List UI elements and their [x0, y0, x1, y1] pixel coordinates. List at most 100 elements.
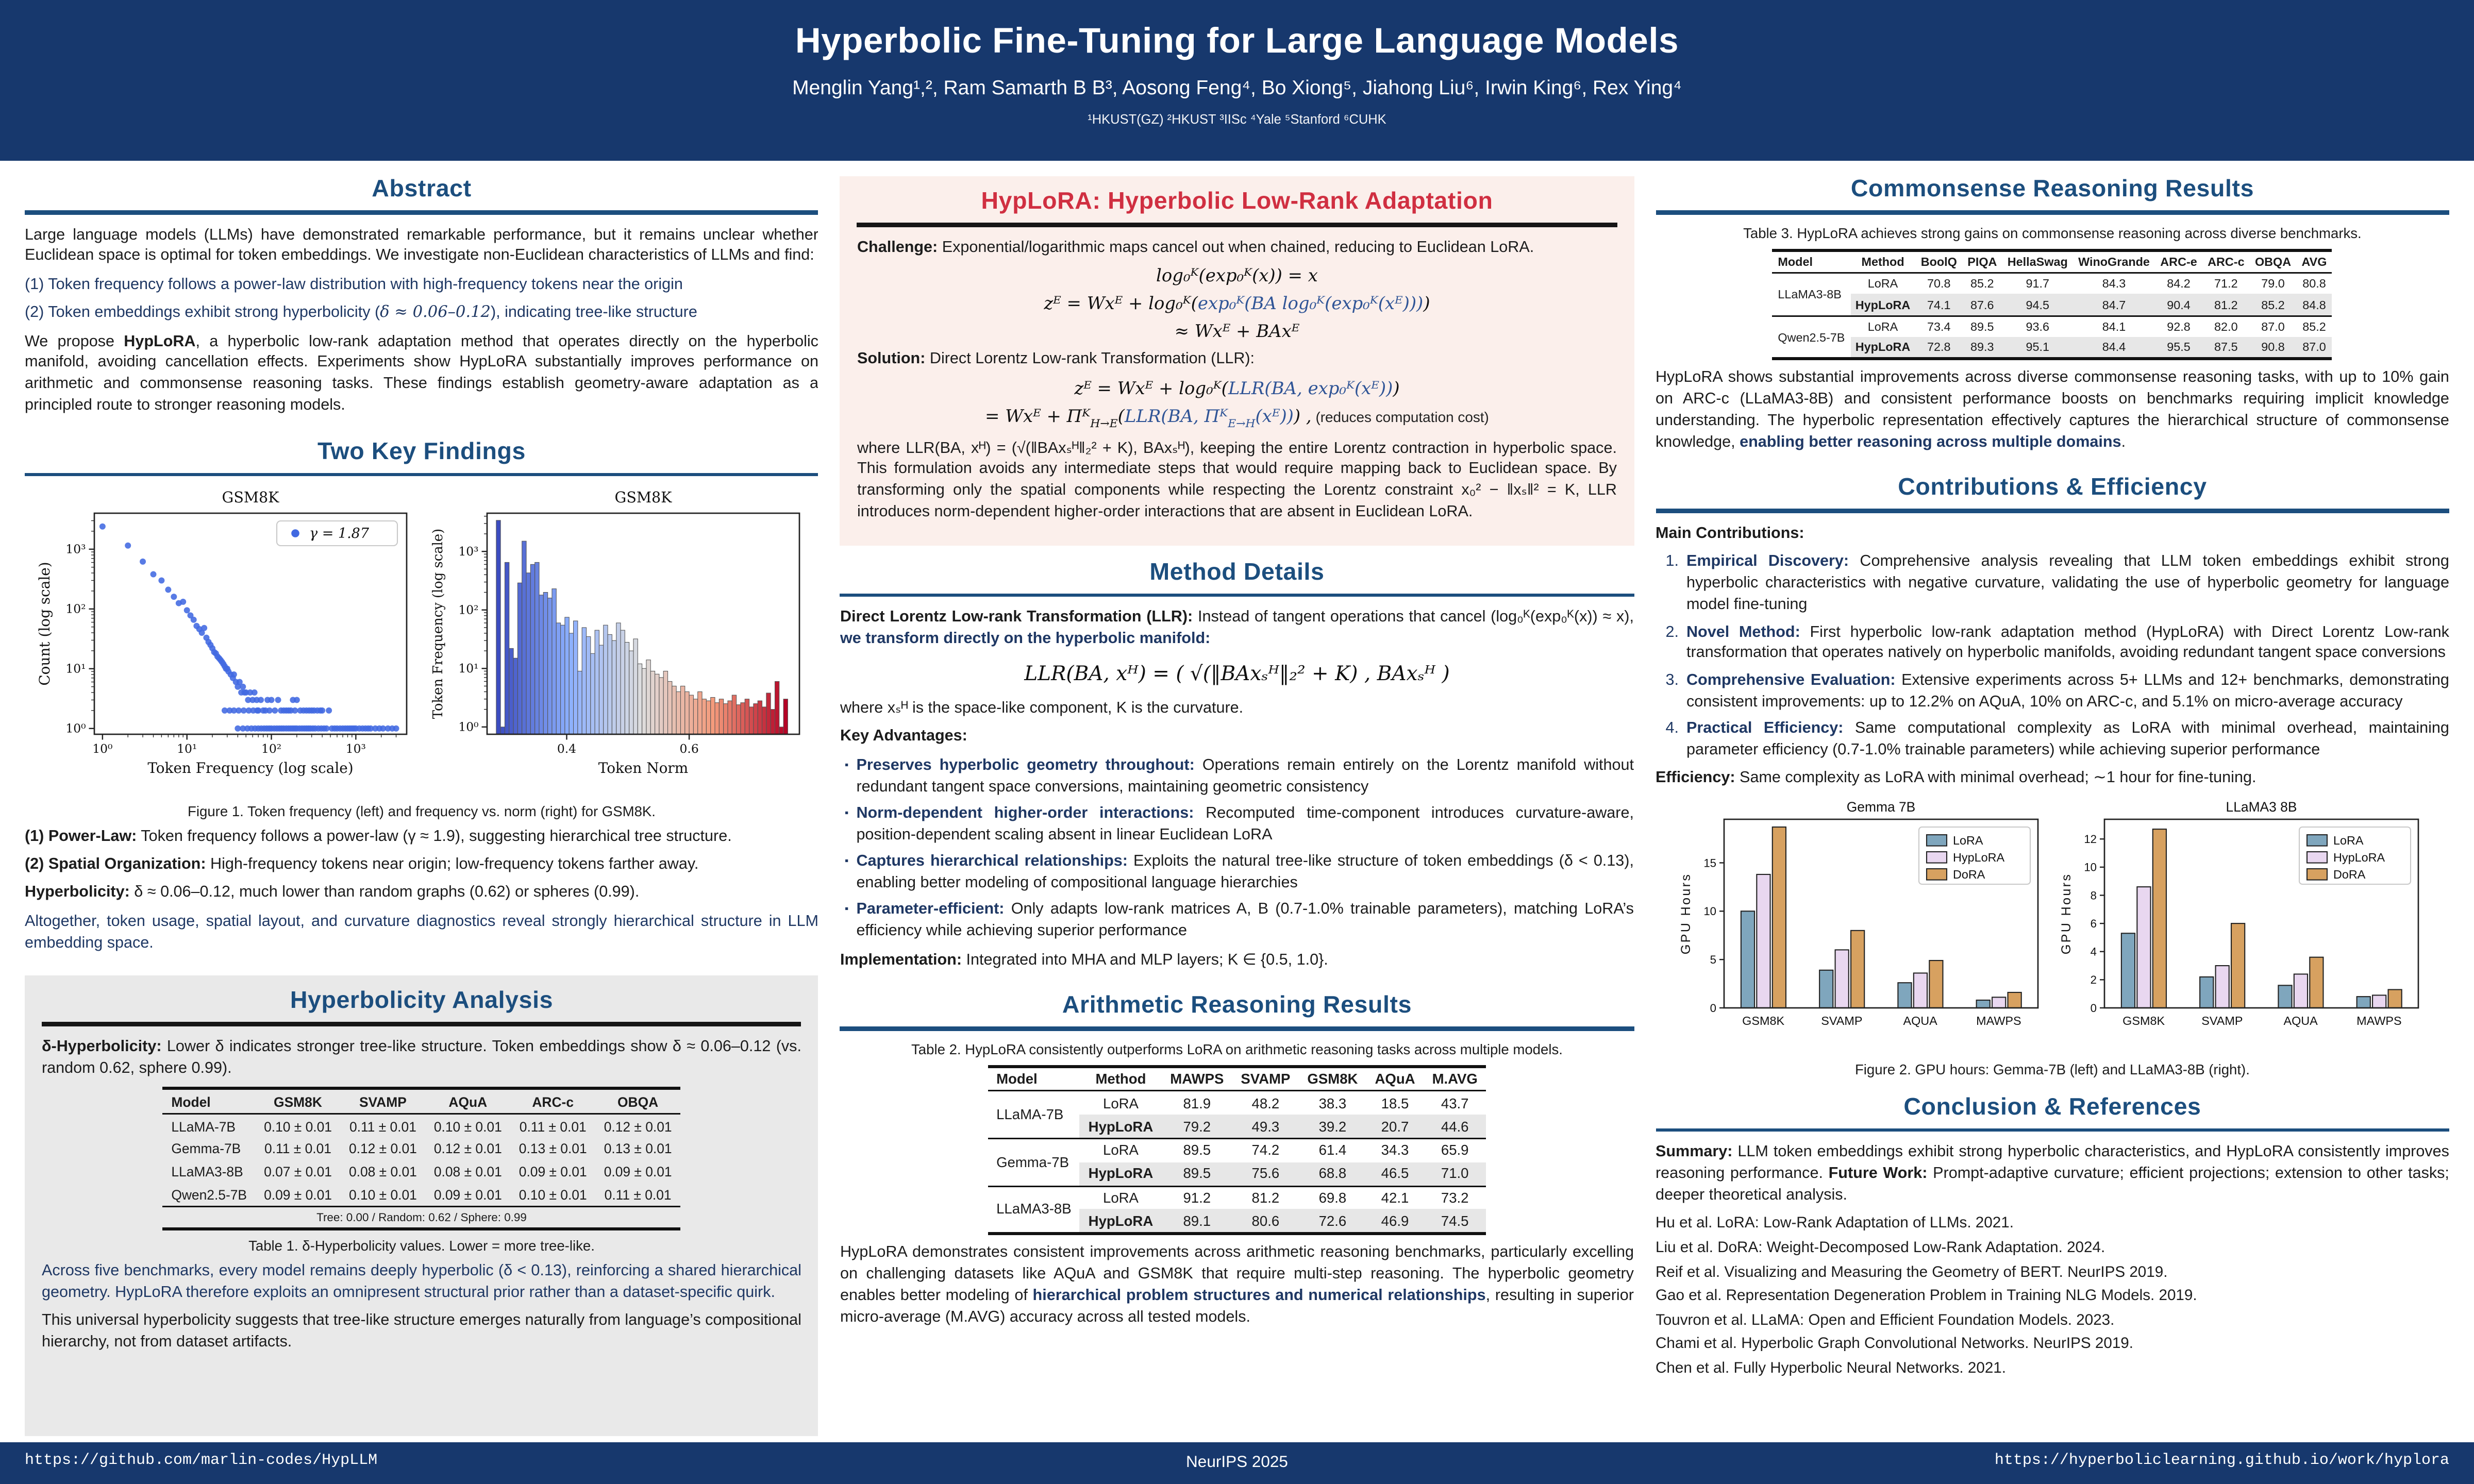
bullet-icon: ▪	[844, 808, 849, 819]
text-run: , resulting in superior micro-average (M…	[840, 1287, 1634, 1326]
reference-item: Chen et al. Fully Hyperbolic Neural Netw…	[1655, 1360, 2007, 1377]
common-rule	[1655, 210, 2449, 214]
svg-text:LLaMA3 8B: LLaMA3 8B	[2226, 799, 2297, 814]
efficiency-note: Efficiency: Same complexity as LoRA with…	[1656, 769, 2449, 790]
svg-text:10²: 10²	[261, 742, 281, 756]
svg-text:LoRA: LoRA	[1953, 833, 1984, 847]
svg-text:GPU Hours: GPU Hours	[1679, 872, 1694, 954]
lead: Novel Method:	[1686, 623, 1800, 641]
text-run: ), indicating tree-like structure	[490, 305, 697, 322]
svg-text:Token Frequency (log scale): Token Frequency (log scale)	[430, 529, 445, 719]
reference-item: Gao et al. Representation Degeneration P…	[1655, 1288, 2197, 1305]
text-run: Exploits the natural tree-like structure…	[856, 853, 1634, 892]
text-run: LLM token embeddings exhibit strong hype…	[1655, 1144, 2449, 1183]
svg-text:SVAMP: SVAMP	[2202, 1014, 2243, 1027]
section-hyperbolicity-analysis: Hyperbolicity Analysis δ-Hyperbolicity: …	[25, 975, 818, 1436]
item-text: Practical Efficiency: Same computational…	[1686, 719, 2449, 762]
lead: Captures hierarchical relationships:	[856, 853, 1128, 871]
poster-title: Hyperbolic Fine-Tuning for Large Languag…	[795, 20, 1679, 60]
svg-text:MAWPS: MAWPS	[1977, 1014, 2022, 1027]
abstract-finding-2: (2) Token embeddings exhibit strong hype…	[25, 303, 818, 325]
findings-title: Two Key Findings	[317, 438, 526, 465]
hyplora-title: HypLoRA: Hyperbolic Low-Rank Adaptation	[981, 189, 1493, 215]
svg-text:DoRA: DoRA	[2334, 867, 2366, 881]
hyp-analysis-rule	[42, 1022, 801, 1026]
contrib-rule	[1655, 509, 2449, 514]
svg-text:Count (log scale): Count (log scale)	[36, 562, 53, 686]
svg-text:10¹: 10¹	[65, 662, 85, 676]
reference-item: Liu et al. DoRA: Weight-Decomposed Low-R…	[1655, 1239, 2105, 1257]
method-rule	[840, 593, 1634, 597]
contribution-evaluation: 3. Comprehensive Evaluation: Extensive ex…	[1656, 670, 2449, 713]
equation-reduces-to-lora: ≈ Wxᴱ + BAxᴱ	[1174, 322, 1300, 343]
svg-text:5: 5	[1711, 953, 1717, 966]
bullet-text: Parameter-efficient: Only adapts low-ran…	[856, 900, 1634, 943]
hyplora-challenge: Challenge: Exponential/logarithmic maps …	[857, 238, 1617, 259]
svg-text:10¹: 10¹	[458, 662, 478, 676]
navy-emphasis: hierarchical problem structures and nume…	[1032, 1287, 1486, 1305]
bullet-text: Captures hierarchical relationships: Exp…	[856, 852, 1634, 895]
svg-text:10⁰: 10⁰	[92, 742, 112, 756]
figure1: GSM8K 10⁰ 10⁰ 10¹ 10¹ 10² 10² 10³ 10³ Token Frequ…	[25, 487, 818, 800]
contribution-empirical: 1. Empirical Discovery: Comprehensive ana…	[1656, 552, 2449, 617]
conclusion-summary: Summary: LLM token embeddings exhibit st…	[1656, 1143, 2449, 1207]
svg-text:6: 6	[2091, 917, 2097, 930]
text-run: δ ≈ 0.06–0.12, much lower than random gr…	[129, 885, 640, 902]
svg-text:0.6: 0.6	[679, 742, 698, 756]
poster-footer: https://github.com/marlin-codes/HypLLM N…	[0, 1442, 2474, 1484]
lead: Efficiency:	[1655, 770, 1735, 787]
contrib-main-label: Main Contributions:	[1656, 524, 2449, 546]
project-page-link[interactable]: https://hyperboliclearning.github.io/wor…	[1994, 1453, 2449, 1470]
arith-rule	[840, 1026, 1634, 1031]
common-title: Commonsense Reasoning Results	[1850, 176, 2254, 203]
section-abstract: Abstract Large language models (LLMs) ha…	[25, 176, 818, 425]
svg-text:10³: 10³	[65, 542, 85, 556]
fig1-histogram-chart: GSM8K 10⁰ 10¹ 10² 10³ 0.4 0.6 Token Norm Token F…	[430, 490, 800, 777]
hyp-analysis-title: Hyperbolicity Analysis	[290, 988, 554, 1015]
left-column: Abstract Large language models (LLMs) ha…	[25, 176, 818, 1436]
text-run: Prompt-adaptive curvature; efficient pro…	[1655, 1166, 2449, 1205]
lead: Key Advantages:	[840, 728, 967, 746]
contrib-title: Contributions & Efficiency	[1898, 475, 2207, 502]
section-hyplora-box: HypLoRA: Hyperbolic Low-Rank Adaptation …	[840, 176, 1634, 545]
svg-text:AQUA: AQUA	[2284, 1014, 2318, 1027]
method-intro: Direct Lorentz Low-rank Transformation (…	[840, 608, 1634, 651]
text-run: We propose	[25, 333, 124, 350]
text-run: Instead of tangent operations that cance…	[1193, 609, 1634, 627]
lead: Practical Efficiency:	[1686, 720, 1844, 738]
svg-text:0.4: 0.4	[557, 742, 576, 756]
conclusion-rule	[1655, 1128, 2449, 1132]
item-text: Novel Method: First hyperbolic low-rank …	[1686, 622, 2449, 665]
svg-text:10³: 10³	[458, 545, 478, 559]
hyp-analysis-last-paragraph: This universal hyperbolicity suggests th…	[42, 1312, 801, 1351]
section-arithmetic-results: Arithmetic Reasoning Results Table 2. Hy…	[840, 992, 1634, 1336]
bullet-text: Norm-dependent higher-order interactions…	[856, 804, 1634, 847]
navy-emphasis: we transform directly on the hyperbolic …	[840, 631, 1211, 648]
bullet-icon: ▪	[844, 856, 849, 868]
bullet-text: Preserves hyperbolic geometry throughout…	[856, 755, 1634, 798]
bullet-hierarchical: ▪ Captures hierarchical relationships: Ex…	[840, 852, 1634, 895]
finding-powerlaw: (1) Power-Law: Token frequency follows a…	[25, 827, 818, 848]
abstract-proposal: We propose HypLoRA, a hyperbolic low-ran…	[25, 332, 818, 418]
lead: (2) Spatial Organization:	[25, 856, 206, 874]
section-contributions: Contributions & Efficiency Main Contribu…	[1655, 475, 2449, 1080]
lead: Empirical Discovery:	[1686, 554, 1849, 571]
poster-header: Hyperbolic Fine-Tuning for Large Languag…	[0, 0, 2474, 161]
svg-text:SVAMP: SVAMP	[1821, 1014, 1863, 1027]
hyp-analysis-intro: δ-Hyperbolicity: Lower δ indicates stron…	[42, 1037, 801, 1080]
svg-text:10: 10	[2084, 861, 2097, 873]
svg-text:10⁰: 10⁰	[458, 720, 478, 734]
poster-authors: Menglin Yang¹,², Ram Samarth B B³, Aoson…	[792, 76, 1682, 99]
contribution-efficiency: 4. Practical Efficiency: Same computation…	[1656, 719, 2449, 762]
github-link[interactable]: https://github.com/marlin-codes/HypLLM	[25, 1453, 378, 1470]
lead: Main Contributions:	[1655, 526, 1804, 543]
item-number: 2.	[1665, 623, 1679, 641]
right-column: Commonsense Reasoning Results Table 3. H…	[1655, 176, 2449, 1436]
navy-emphasis: enabling better reasoning across multipl…	[1740, 434, 2121, 452]
bullet-icon: ▪	[844, 760, 849, 771]
table3: Model Method BoolQ PIQA HellaSwag WinoGrande A…	[1656, 248, 2449, 361]
svg-text:GSM8K: GSM8K	[222, 490, 279, 507]
svg-text:0: 0	[2091, 1001, 2097, 1014]
bullet-norm-dependent: ▪ Norm-dependent higher-order interaction…	[840, 804, 1634, 847]
reference-item: Hu et al. LoRA: Low-Rank Adaptation of L…	[1655, 1216, 2014, 1233]
